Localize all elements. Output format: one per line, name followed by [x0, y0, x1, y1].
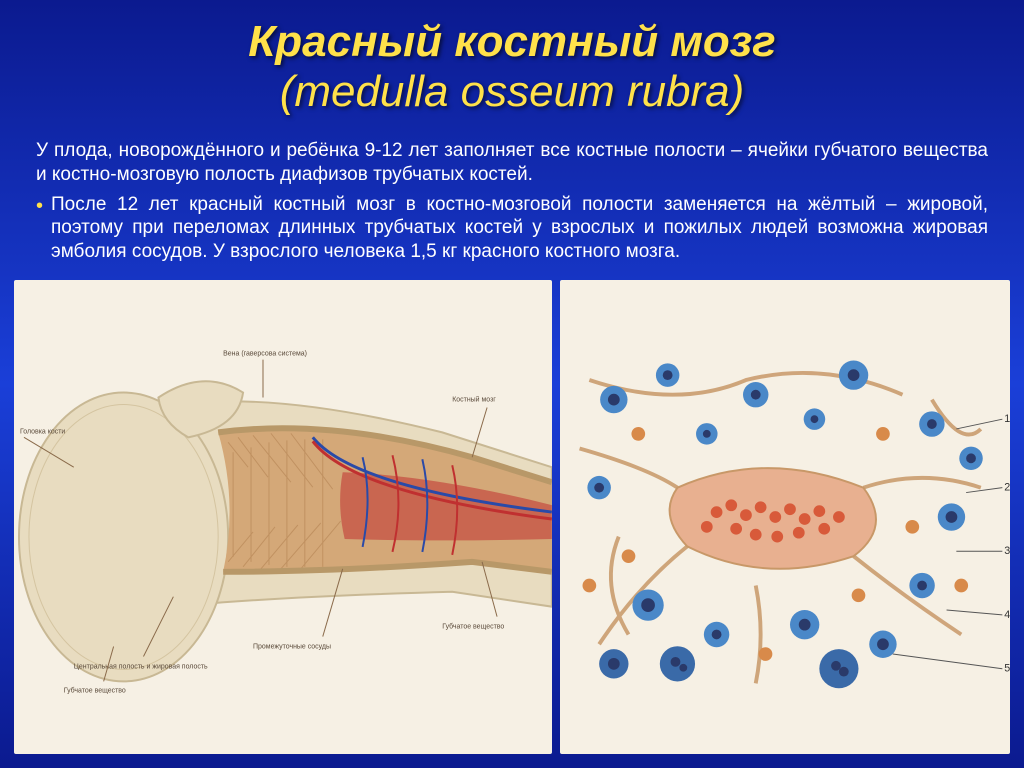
- slide-subtitle: (medulla osseum rubra): [20, 66, 1004, 119]
- histo-label-4: 4: [1004, 609, 1010, 621]
- paragraph-1: У плода, новорождённого и ребёнка 9-12 л…: [36, 139, 988, 187]
- label-cancellous: Губчатое вещество: [442, 623, 504, 631]
- bone-illustration: Головка кости Вена (гаверсова система) К…: [14, 280, 552, 754]
- label-spongy2: Губчатое вещество: [64, 686, 126, 694]
- histo-label-3: 3: [1004, 545, 1010, 557]
- bullet-icon: •: [36, 194, 43, 219]
- label-central: Центральная полость и жировая полость: [74, 663, 208, 670]
- label-marrow: Костный мозг: [452, 395, 496, 403]
- slide-title: Красный костный мозг: [20, 18, 1004, 66]
- histo-label-2: 2: [1004, 482, 1010, 494]
- label-head: Головка кости: [20, 428, 65, 435]
- body-text-block: У плода, новорождённого и ребёнка 9-12 л…: [0, 131, 1024, 276]
- label-vein: Вена (гаверсова система): [223, 351, 307, 358]
- figures-row: Головка кости Вена (гаверсова система) К…: [0, 276, 1024, 768]
- bullet-row: • После 12 лет красный костный мозг в ко…: [36, 193, 988, 264]
- histo-label-5: 5: [1004, 663, 1010, 675]
- label-vessels: Промежуточные сосуды: [253, 643, 331, 650]
- histo-label-1: 1: [1004, 413, 1010, 425]
- histology-illustration: 1 2 3 4 5: [560, 280, 1010, 754]
- figure-histology: 1 2 3 4 5: [560, 280, 1010, 754]
- paragraph-2: После 12 лет красный костный мозг в кост…: [51, 193, 988, 264]
- figure-bone-anatomy: Головка кости Вена (гаверсова система) К…: [14, 280, 552, 754]
